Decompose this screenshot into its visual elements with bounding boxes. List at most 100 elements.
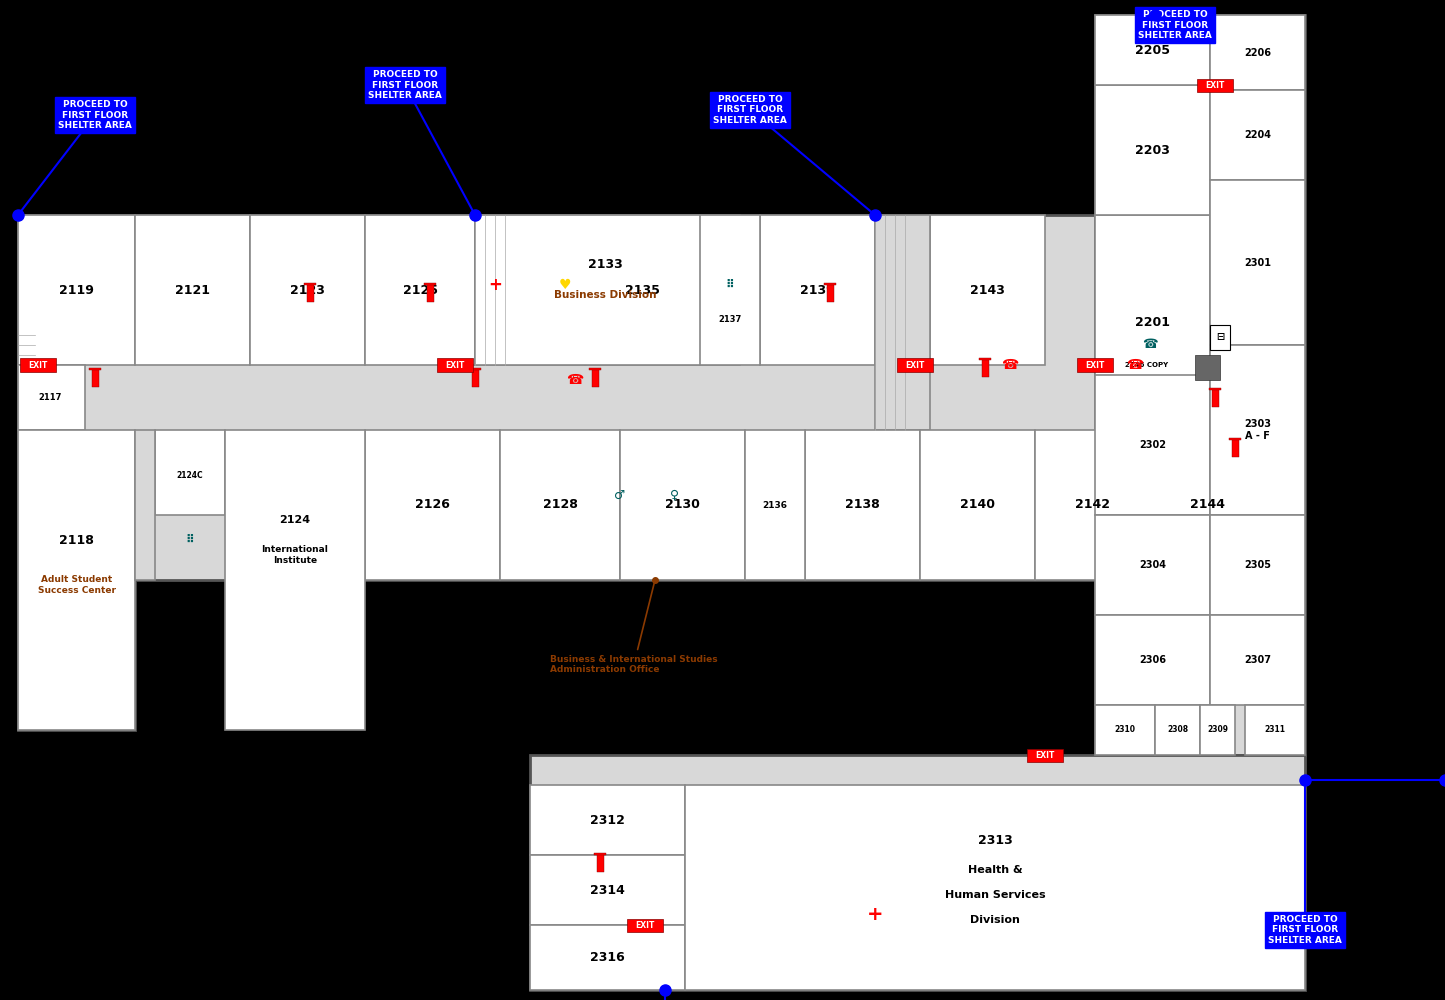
Bar: [981, 359, 988, 377]
Text: 2313: 2313: [978, 834, 1013, 846]
Bar: [530, 785, 685, 855]
Text: 2123: 2123: [290, 284, 325, 296]
Bar: [1095, 215, 1209, 430]
Text: ♥: ♥: [559, 278, 571, 292]
Bar: [1196, 79, 1233, 92]
Bar: [530, 925, 685, 990]
Text: 2144: 2144: [1191, 498, 1225, 512]
Text: 2306: 2306: [1139, 655, 1166, 665]
Bar: [17, 215, 134, 365]
Bar: [225, 430, 366, 730]
Bar: [591, 369, 598, 387]
Text: ♀: ♀: [670, 488, 679, 502]
Bar: [594, 852, 605, 855]
Bar: [426, 284, 434, 302]
Text: 2146 COPY: 2146 COPY: [1126, 362, 1168, 368]
Text: 2308: 2308: [1168, 726, 1188, 734]
Bar: [620, 430, 746, 580]
Text: 2139: 2139: [801, 284, 835, 296]
Text: PROCEED TO
FIRST FLOOR
SHELTER AREA: PROCEED TO FIRST FLOOR SHELTER AREA: [712, 95, 788, 125]
Bar: [585, 215, 699, 365]
Bar: [436, 359, 473, 371]
Bar: [1230, 438, 1241, 440]
Bar: [1095, 15, 1305, 755]
Text: 2143: 2143: [970, 284, 1004, 296]
Text: 2204: 2204: [1244, 130, 1272, 140]
Text: 2126: 2126: [415, 498, 449, 512]
Bar: [366, 430, 500, 580]
Text: 2302: 2302: [1139, 440, 1166, 450]
Text: Human Services: Human Services: [945, 890, 1045, 900]
Text: 2118: 2118: [59, 534, 94, 546]
Text: 2314: 2314: [590, 884, 624, 896]
Bar: [1095, 705, 1155, 755]
Text: 2203: 2203: [1136, 143, 1170, 156]
Text: PROCEED TO
FIRST FLOOR
SHELTER AREA: PROCEED TO FIRST FLOOR SHELTER AREA: [1139, 10, 1212, 40]
Text: 2310: 2310: [1114, 726, 1136, 734]
Text: 2142: 2142: [1075, 498, 1110, 512]
Text: 2136: 2136: [763, 500, 788, 510]
Text: Health &: Health &: [968, 865, 1022, 875]
Bar: [90, 367, 101, 370]
Bar: [475, 215, 740, 365]
Bar: [897, 359, 933, 371]
Bar: [423, 282, 436, 285]
Text: EXIT: EXIT: [1205, 81, 1225, 90]
Bar: [627, 918, 663, 932]
Bar: [1246, 705, 1305, 755]
Text: ⊟: ⊟: [1215, 332, 1224, 342]
Bar: [500, 430, 620, 580]
Bar: [1150, 430, 1264, 580]
Bar: [17, 580, 134, 730]
Bar: [1209, 325, 1230, 350]
Text: 2130: 2130: [665, 498, 699, 512]
Text: ☎: ☎: [566, 373, 584, 387]
Text: ⠿: ⠿: [725, 280, 734, 290]
Bar: [17, 430, 134, 730]
Text: PROCEED TO
FIRST FLOOR
SHELTER AREA: PROCEED TO FIRST FLOOR SHELTER AREA: [58, 100, 131, 130]
Bar: [1231, 439, 1238, 457]
Text: 2206: 2206: [1244, 47, 1272, 57]
Bar: [1199, 705, 1235, 755]
Bar: [1209, 615, 1305, 705]
Text: Business Division: Business Division: [553, 290, 656, 300]
Text: 2138: 2138: [845, 498, 880, 512]
Text: 2311: 2311: [1264, 726, 1286, 734]
Text: 2117: 2117: [39, 393, 62, 402]
Bar: [746, 430, 805, 580]
Text: 2305: 2305: [1244, 560, 1272, 570]
Bar: [1035, 430, 1150, 580]
Text: EXIT: EXIT: [636, 920, 655, 930]
Text: 2125: 2125: [403, 284, 438, 296]
Text: 2119: 2119: [59, 284, 94, 296]
Text: 2309: 2309: [1207, 726, 1228, 734]
Bar: [1095, 615, 1209, 705]
Text: 2303
A - F: 2303 A - F: [1244, 419, 1272, 441]
Bar: [1095, 85, 1209, 215]
Text: 2124: 2124: [279, 515, 311, 525]
Bar: [1195, 355, 1220, 380]
Bar: [805, 430, 920, 580]
Bar: [250, 215, 366, 365]
Bar: [470, 367, 481, 370]
Text: 2128: 2128: [542, 498, 578, 512]
Text: ☎: ☎: [1126, 358, 1143, 372]
Bar: [530, 855, 685, 925]
Text: EXIT: EXIT: [906, 360, 925, 369]
Bar: [1209, 180, 1305, 345]
Text: ☎: ☎: [1142, 338, 1157, 352]
Bar: [1209, 90, 1305, 180]
Text: 2124C: 2124C: [176, 471, 204, 480]
Bar: [91, 369, 98, 387]
Bar: [471, 369, 478, 387]
Bar: [1077, 359, 1113, 371]
Text: 2135: 2135: [626, 284, 660, 296]
Bar: [1095, 375, 1209, 515]
Bar: [1209, 345, 1305, 515]
Text: Business & International Studies
Administration Office: Business & International Studies Adminis…: [551, 583, 718, 674]
Text: PROCEED TO
FIRST FLOOR
SHELTER AREA: PROCEED TO FIRST FLOOR SHELTER AREA: [368, 70, 442, 100]
Text: 2301: 2301: [1244, 257, 1272, 267]
Bar: [366, 215, 475, 365]
Bar: [931, 215, 1045, 365]
Bar: [1211, 389, 1218, 407]
